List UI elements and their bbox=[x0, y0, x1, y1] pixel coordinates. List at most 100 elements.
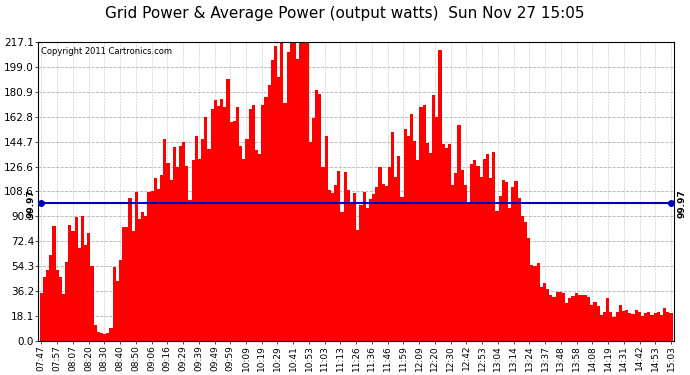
Bar bbox=[537, 262, 540, 341]
Bar bbox=[647, 312, 651, 341]
Bar bbox=[438, 50, 442, 341]
Bar bbox=[239, 146, 242, 341]
Bar bbox=[384, 186, 388, 341]
Bar bbox=[483, 159, 486, 341]
Bar bbox=[97, 332, 100, 341]
Bar bbox=[549, 294, 553, 341]
Bar bbox=[372, 194, 375, 341]
Bar bbox=[356, 230, 359, 341]
Bar bbox=[103, 334, 106, 341]
Bar bbox=[635, 310, 638, 341]
Bar bbox=[296, 59, 299, 341]
Bar bbox=[62, 294, 65, 341]
Bar bbox=[68, 225, 72, 341]
Bar bbox=[214, 100, 217, 341]
Bar bbox=[201, 139, 204, 341]
Bar bbox=[457, 125, 461, 341]
Bar bbox=[144, 216, 148, 341]
Bar bbox=[188, 200, 192, 341]
Text: 99.97: 99.97 bbox=[26, 189, 35, 218]
Bar bbox=[179, 146, 182, 341]
Bar bbox=[499, 196, 502, 341]
Bar bbox=[518, 198, 521, 341]
Bar bbox=[170, 180, 172, 341]
Bar bbox=[157, 189, 160, 341]
Bar bbox=[625, 310, 629, 341]
Bar bbox=[442, 144, 445, 341]
Bar bbox=[75, 217, 78, 341]
Bar bbox=[587, 297, 591, 341]
Bar bbox=[322, 167, 324, 341]
Bar bbox=[521, 216, 524, 341]
Bar bbox=[397, 156, 400, 341]
Bar bbox=[164, 139, 166, 341]
Bar bbox=[391, 132, 394, 341]
Bar bbox=[176, 166, 179, 341]
Bar bbox=[242, 159, 246, 341]
Bar bbox=[359, 205, 362, 341]
Bar bbox=[220, 99, 224, 341]
Bar bbox=[195, 136, 198, 341]
Bar bbox=[454, 174, 457, 341]
Bar bbox=[100, 333, 103, 341]
Bar bbox=[571, 296, 575, 341]
Bar bbox=[514, 181, 518, 341]
Bar bbox=[306, 42, 308, 341]
Bar bbox=[584, 295, 587, 341]
Bar bbox=[116, 281, 119, 341]
Bar bbox=[505, 182, 508, 341]
Bar bbox=[43, 277, 46, 341]
Bar bbox=[524, 222, 527, 341]
Bar bbox=[606, 298, 609, 341]
Bar bbox=[366, 208, 369, 341]
Bar bbox=[663, 308, 667, 341]
Bar bbox=[615, 312, 619, 341]
Bar bbox=[657, 312, 660, 341]
Bar bbox=[511, 187, 514, 341]
Bar bbox=[394, 177, 397, 341]
Bar bbox=[78, 248, 81, 341]
Bar bbox=[631, 314, 635, 341]
Bar bbox=[270, 60, 274, 341]
Bar bbox=[246, 139, 248, 341]
Bar bbox=[423, 105, 426, 341]
Bar bbox=[432, 96, 435, 341]
Bar bbox=[429, 153, 432, 341]
Text: Grid Power & Average Power (output watts)  Sun Nov 27 15:05: Grid Power & Average Power (output watts… bbox=[106, 6, 584, 21]
Bar bbox=[502, 180, 505, 341]
Bar bbox=[186, 166, 188, 341]
Bar bbox=[660, 315, 663, 341]
Bar bbox=[255, 150, 258, 341]
Bar bbox=[148, 192, 150, 341]
Bar bbox=[565, 303, 568, 341]
Bar bbox=[150, 191, 154, 341]
Bar bbox=[81, 216, 84, 341]
Bar bbox=[603, 312, 606, 341]
Bar bbox=[575, 293, 578, 341]
Bar bbox=[40, 293, 43, 341]
Bar bbox=[172, 147, 176, 341]
Bar bbox=[262, 105, 264, 341]
Bar bbox=[284, 103, 286, 341]
Bar bbox=[362, 192, 366, 341]
Bar bbox=[258, 154, 262, 341]
Bar bbox=[94, 325, 97, 341]
Bar bbox=[166, 164, 170, 341]
Bar bbox=[274, 46, 277, 341]
Bar bbox=[46, 270, 49, 341]
Bar bbox=[277, 77, 280, 341]
Bar bbox=[65, 262, 68, 341]
Bar bbox=[644, 314, 647, 341]
Bar bbox=[426, 143, 429, 341]
Bar bbox=[122, 227, 125, 341]
Bar bbox=[641, 316, 644, 341]
Text: Copyright 2011 Cartronics.com: Copyright 2011 Cartronics.com bbox=[41, 47, 172, 56]
Bar bbox=[669, 313, 673, 341]
Bar bbox=[413, 141, 416, 341]
Bar bbox=[593, 302, 597, 341]
Bar bbox=[489, 178, 492, 341]
Bar bbox=[533, 266, 537, 341]
Bar bbox=[268, 86, 270, 341]
Bar bbox=[280, 42, 284, 341]
Bar bbox=[400, 197, 404, 341]
